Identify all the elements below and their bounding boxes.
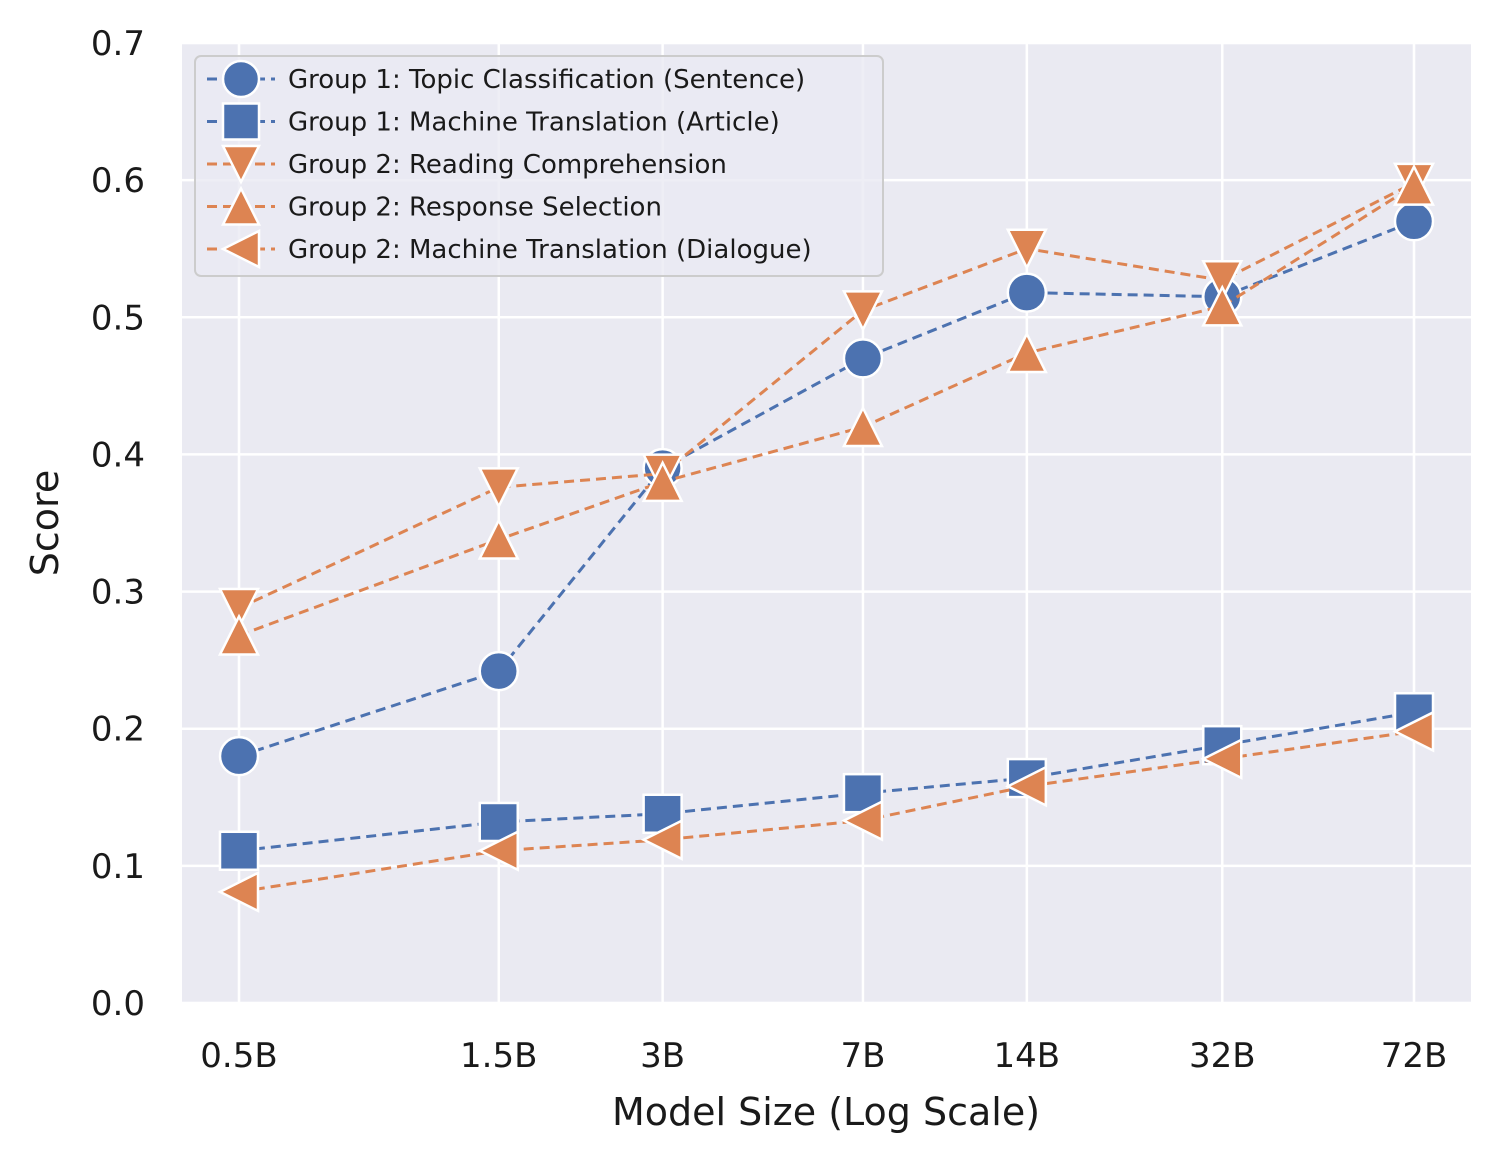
data-point-triangle-down xyxy=(841,290,884,333)
data-point-circle xyxy=(221,59,261,99)
legend-label: Group 2: Reading Comprehension xyxy=(288,150,727,180)
x-tick-label: 7B xyxy=(840,1036,885,1076)
data-point-square xyxy=(218,830,260,872)
legend-item: Group 2: Response Selection xyxy=(207,185,662,226)
data-point-square xyxy=(221,102,261,141)
y-tick-label: 0.5 xyxy=(91,298,145,338)
series-4 xyxy=(217,163,1436,656)
y-axis-ticks: 0.0 0.1 0.2 0.3 0.4 0.5 0.6 0.7 xyxy=(91,24,145,1024)
x-tick-label: 0.5B xyxy=(200,1036,277,1076)
data-point-triangle-down xyxy=(1201,260,1244,303)
data-point-triangle-up xyxy=(220,185,262,226)
data-point-circle xyxy=(478,650,519,692)
legend-item: Group 2: Reading Comprehension xyxy=(207,144,727,185)
data-point-triangle-left xyxy=(1005,765,1048,808)
data-point-triangle-down xyxy=(477,467,520,510)
y-axis-label: Score xyxy=(23,470,67,576)
series-5 xyxy=(217,710,1435,913)
data-point-triangle-left xyxy=(217,870,260,913)
data-point-triangle-up xyxy=(1201,284,1244,327)
y-tick-label: 0.1 xyxy=(91,847,145,887)
legend-item: Group 2: Machine Translation (Dialogue) xyxy=(207,228,812,270)
legend-item: Group 1: Machine Translation (Article) xyxy=(207,102,780,141)
data-point-triangle-up xyxy=(841,405,884,448)
data-point-triangle-left xyxy=(220,228,261,270)
x-axis-label: Model Size (Log Scale) xyxy=(612,1090,1040,1134)
legend: Group 1: Topic Classification (Sentence)… xyxy=(194,55,884,277)
series-layer xyxy=(217,162,1436,913)
data-point-triangle-left xyxy=(841,799,884,842)
data-point-triangle-down xyxy=(220,144,262,185)
x-tick-label: 3B xyxy=(640,1036,685,1076)
y-tick-label: 0.6 xyxy=(91,161,145,201)
x-axis-ticks: 0.5B 1.5B 3B 7B 14B 32B 72B xyxy=(200,1036,1447,1076)
x-tick-label: 14B xyxy=(994,1036,1061,1076)
data-point-circle xyxy=(1006,272,1048,313)
y-tick-label: 0.2 xyxy=(91,710,145,750)
data-point-triangle-up xyxy=(477,517,520,560)
legend-label: Group 2: Machine Translation (Dialogue) xyxy=(288,235,812,265)
y-tick-label: 0.7 xyxy=(91,24,145,64)
data-point-square xyxy=(478,801,519,843)
data-point-triangle-down xyxy=(1005,228,1048,271)
data-point-circle xyxy=(1393,201,1435,242)
x-tick-label: 1.5B xyxy=(460,1036,537,1076)
x-tick-label: 32B xyxy=(1189,1036,1256,1076)
legend-box xyxy=(194,55,884,277)
data-point-circle xyxy=(842,338,884,379)
data-point-triangle-left xyxy=(1200,737,1243,780)
legend-label: Group 2: Response Selection xyxy=(288,193,662,223)
y-tick-label: 0.0 xyxy=(91,984,145,1024)
data-point-triangle-up xyxy=(1392,163,1436,206)
data-point-square xyxy=(842,772,884,814)
data-point-triangle-left xyxy=(1392,710,1435,753)
y-tick-label: 0.4 xyxy=(91,435,145,475)
data-point-triangle-down xyxy=(217,587,261,630)
legend-item: Group 1: Topic Classification (Sentence) xyxy=(207,59,805,99)
data-point-triangle-up xyxy=(217,613,261,656)
legend-label: Group 1: Topic Classification (Sentence) xyxy=(288,65,805,95)
data-point-triangle-left xyxy=(640,818,683,861)
data-point-circle xyxy=(218,735,260,777)
x-tick-label: 72B xyxy=(1381,1036,1448,1076)
data-point-triangle-left xyxy=(476,829,519,872)
legend-label: Group 1: Machine Translation (Article) xyxy=(288,108,780,138)
y-tick-label: 0.3 xyxy=(91,573,145,613)
data-point-triangle-up xyxy=(641,460,684,503)
data-point-triangle-up xyxy=(1005,331,1048,374)
